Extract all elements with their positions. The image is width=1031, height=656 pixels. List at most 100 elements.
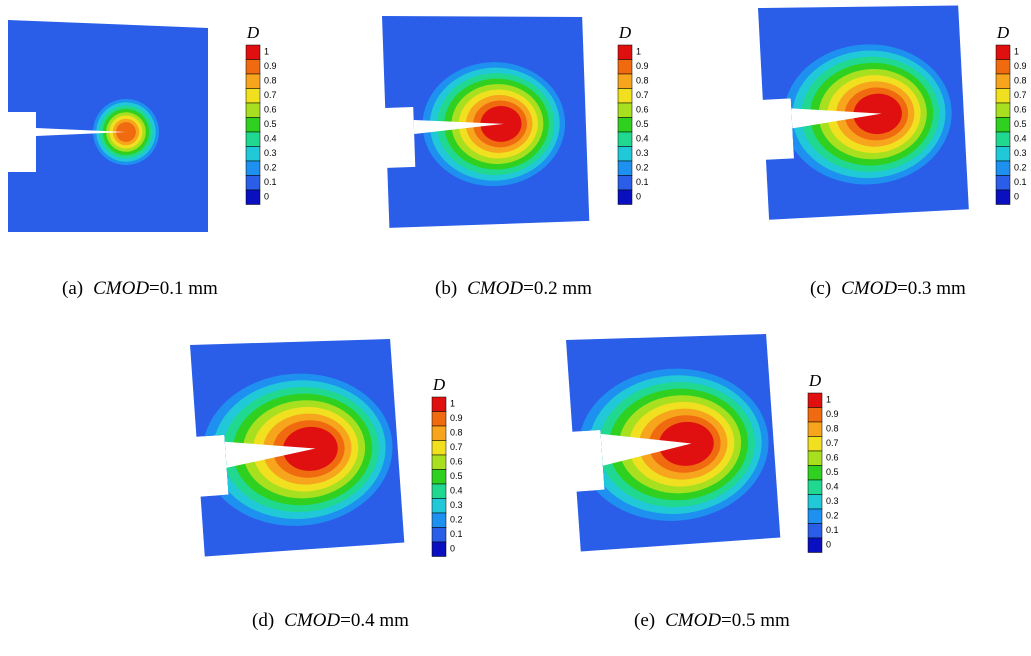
specimen <box>758 5 969 220</box>
colorbar-segment <box>995 189 1011 205</box>
colorbar-tick-label: 0.1 <box>636 177 649 187</box>
colorbar: D1 0.9 0.8 0.7 0.6 0.5 0.4 0.3 0.2 0.1 0 <box>807 371 839 553</box>
colorbar: D1 0.9 0.8 0.7 0.6 0.5 0.4 0.3 0.2 0.1 0 <box>431 375 463 557</box>
crack <box>791 108 882 129</box>
caption-label: (b) <box>435 278 457 299</box>
colorbar-segment <box>245 175 261 191</box>
caption-variable: CMOD <box>665 610 721 631</box>
crack <box>224 441 316 468</box>
colorbar-tick-label: 0.7 <box>636 90 649 100</box>
colorbar-segment <box>617 59 633 75</box>
caption: (d) CMOD=0.4 mm <box>252 610 409 631</box>
colorbar-segment <box>807 465 823 481</box>
colorbar-segment <box>431 527 447 543</box>
colorbar-tick-label: 0.9 <box>636 61 649 71</box>
caption: (e) CMOD=0.5 mm <box>634 610 790 631</box>
colorbar-tick-label: 1 <box>636 47 641 57</box>
colorbar-tick-label: 0.3 <box>826 496 839 506</box>
colorbar-title: D <box>996 23 1010 42</box>
colorbar-segment <box>807 537 823 553</box>
colorbar-tick-label: 0.9 <box>1014 61 1027 71</box>
caption-label: (d) <box>252 610 274 631</box>
colorbar-tick-label: 0.5 <box>636 119 649 129</box>
colorbar-segment <box>431 396 447 412</box>
colorbar-tick-label: 0.4 <box>450 486 463 496</box>
colorbar-segment <box>807 450 823 466</box>
colorbar-segment <box>617 73 633 89</box>
specimen <box>8 20 208 232</box>
colorbar-tick-label: 0 <box>1014 192 1019 202</box>
colorbar-tick-label: 0.9 <box>264 61 277 71</box>
colorbar-segment <box>245 117 261 133</box>
colorbar-segment <box>431 512 447 528</box>
specimen <box>566 334 781 552</box>
colorbar-tick-label: 0.7 <box>450 442 463 452</box>
colorbar-segment <box>617 102 633 118</box>
colorbar-title: D <box>618 23 632 42</box>
colorbar-segment <box>617 131 633 147</box>
colorbar-tick-label: 0.5 <box>1014 119 1027 129</box>
colorbar-segment <box>807 508 823 524</box>
colorbar-tick-label: 0.8 <box>264 76 277 86</box>
colorbar-tick-label: 0.8 <box>636 76 649 86</box>
colorbar-tick-label: 0.6 <box>1014 105 1027 115</box>
colorbar-segment <box>995 131 1011 147</box>
colorbar-tick-label: 0.1 <box>826 525 839 535</box>
colorbar-tick-label: 1 <box>826 395 831 405</box>
colorbar-segment <box>617 160 633 176</box>
colorbar-segment <box>995 160 1011 176</box>
caption-variable: CMOD <box>284 610 340 631</box>
colorbar-tick-label: 0.2 <box>264 163 277 173</box>
colorbar-segment <box>617 44 633 60</box>
colorbar-segment <box>995 73 1011 89</box>
colorbar-segment <box>995 44 1011 60</box>
colorbar-title: D <box>432 375 446 394</box>
colorbar-tick-label: 0.5 <box>264 119 277 129</box>
colorbar-segment <box>807 479 823 495</box>
colorbar-segment <box>245 146 261 162</box>
colorbar-tick-label: 0 <box>450 544 455 554</box>
colorbar-tick-label: 0.8 <box>826 424 839 434</box>
colorbar-tick-label: 1 <box>1014 47 1019 57</box>
colorbar-tick-label: 0.1 <box>450 529 463 539</box>
colorbar-segment <box>807 392 823 408</box>
colorbar-tick-label: 1 <box>450 399 455 409</box>
caption: (c) CMOD=0.3 mm <box>810 278 966 299</box>
colorbar-tick-label: 0.3 <box>1014 148 1027 158</box>
colorbar-segment <box>245 160 261 176</box>
colorbar-tick-label: 0.5 <box>450 471 463 481</box>
colorbar-tick-label: 0 <box>264 192 269 202</box>
colorbar-tick-label: 1 <box>264 47 269 57</box>
colorbar: D1 0.9 0.8 0.7 0.6 0.5 0.4 0.3 0.2 0.1 0 <box>245 23 277 205</box>
colorbar-segment <box>245 102 261 118</box>
colorbar-segment <box>245 73 261 89</box>
colorbar-segment <box>245 88 261 104</box>
colorbar-segment <box>431 483 447 499</box>
caption-label: (e) <box>634 610 655 631</box>
colorbar-segment <box>807 494 823 510</box>
colorbar-segment <box>807 436 823 452</box>
specimen <box>190 339 405 557</box>
colorbar-segment <box>995 117 1011 133</box>
colorbar-segment <box>245 189 261 205</box>
colorbar-tick-label: 0.7 <box>264 90 277 100</box>
colorbar-segment <box>807 523 823 539</box>
crack <box>600 433 692 466</box>
colorbar-tick-label: 0.4 <box>826 482 839 492</box>
caption-variable: CMOD <box>841 278 897 299</box>
colorbar-segment <box>995 88 1011 104</box>
colorbar-tick-label: 0.4 <box>1014 134 1027 144</box>
colorbar: D1 0.9 0.8 0.7 0.6 0.5 0.4 0.3 0.2 0.1 0 <box>617 23 649 205</box>
colorbar-tick-label: 0 <box>636 192 641 202</box>
colorbar-segment <box>617 88 633 104</box>
colorbar-tick-label: 0.5 <box>826 467 839 477</box>
colorbar-tick-label: 0.4 <box>636 134 649 144</box>
colorbar-segment <box>807 407 823 423</box>
caption-variable: CMOD <box>93 278 149 299</box>
colorbar-tick-label: 0.9 <box>826 409 839 419</box>
colorbar-segment <box>431 454 447 470</box>
caption-value: =0.5 mm <box>721 610 790 631</box>
colorbar-segment <box>245 44 261 60</box>
crack <box>413 119 504 134</box>
